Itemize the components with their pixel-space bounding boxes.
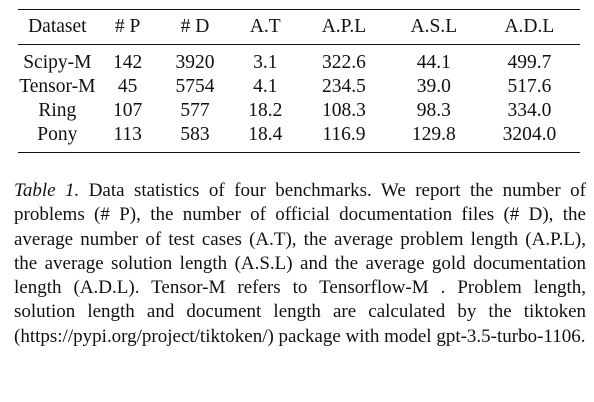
table-cell-dataset: Ring	[38, 100, 77, 121]
column-header-avg-problem-length: A.P.L	[298, 9, 389, 45]
column-header-docs: # D	[158, 9, 232, 45]
table-cell: 45	[117, 76, 138, 97]
table-header-row: Dataset # P # D A.T A.P.L A.S.L A.D.L	[18, 9, 580, 45]
table-cell: 334.0	[507, 100, 552, 121]
table-cell: 577	[180, 100, 210, 121]
table-cell-dataset: Scipy-M	[23, 52, 92, 73]
table-cell: 44.1	[416, 52, 451, 73]
table-cell: 98.3	[416, 100, 451, 121]
table-cell-dataset: Tensor-M	[19, 76, 96, 97]
table-row: Ring 107 577 18.2 108.3 98.3 334.0	[18, 99, 580, 123]
caption-text: Data statistics of four benchmarks. We r…	[14, 180, 586, 347]
table-cell: 129.8	[411, 124, 456, 145]
table-cell: 116.9	[322, 124, 366, 145]
table-cell: 142	[112, 52, 143, 73]
table-row: Pony 113 583 18.4 116.9 129.8 3204.0	[18, 123, 580, 153]
table-cell: 18.2	[248, 100, 283, 121]
table-row: Scipy-M 142 3920 3.1 322.6 44.1 499.7	[18, 45, 580, 76]
table-cell: 234.5	[321, 76, 366, 97]
column-header-avg-doc-length: A.D.L	[478, 9, 580, 45]
table-cell: 499.7	[507, 52, 552, 73]
table-cell: 3920	[175, 52, 215, 73]
statistics-table: Dataset # P # D A.T A.P.L A.S.L A.D.L Sc…	[18, 9, 580, 153]
table-cell: 322.6	[321, 52, 366, 73]
table-cell: 113	[113, 124, 142, 145]
column-header-dataset: Dataset	[18, 9, 97, 45]
table-cell: 517.6	[507, 76, 552, 97]
table-caption: Table 1. Data statistics of four benchma…	[14, 179, 586, 349]
caption-label: Table 1.	[14, 180, 80, 201]
table-cell-dataset: Pony	[37, 124, 78, 145]
statistics-table-container: Dataset # P # D A.T A.P.L A.S.L A.D.L Sc…	[18, 9, 580, 153]
table-cell: 107	[112, 100, 143, 121]
table-cell: 4.1	[253, 76, 278, 97]
table-cell: 108.3	[321, 100, 366, 121]
table-cell: 3204.0	[502, 124, 557, 145]
table-cell: 39.0	[416, 76, 451, 97]
column-header-avg-solution-length: A.S.L	[388, 9, 479, 45]
table-cell: 3.1	[253, 52, 278, 73]
table-cell: 18.4	[248, 124, 283, 145]
table-cell: 583	[180, 124, 210, 145]
column-header-problems: # P	[96, 9, 159, 45]
table-row: Tensor-M 45 5754 4.1 234.5 39.0 517.6	[18, 75, 580, 99]
table-cell: 5754	[175, 76, 215, 97]
column-header-avg-tests: A.T	[231, 9, 299, 45]
